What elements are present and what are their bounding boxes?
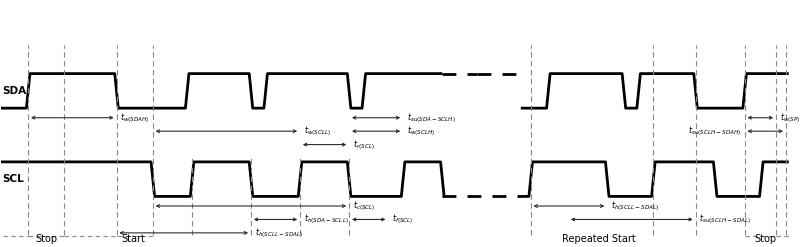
Text: Repeated Start: Repeated Start xyxy=(561,234,635,244)
Text: $t_{w(SDAH)}$: $t_{w(SDAH)}$ xyxy=(120,111,150,125)
Text: $t_{c(SCL)}$: $t_{c(SCL)}$ xyxy=(353,199,375,213)
Text: Stop: Stop xyxy=(753,234,776,244)
Text: $t_{f(SCL)}$: $t_{f(SCL)}$ xyxy=(392,212,413,226)
Text: $t_{su(SDA-SCLH)}$: $t_{su(SDA-SCLH)}$ xyxy=(407,111,456,125)
Text: $t_{w(SP)}$: $t_{w(SP)}$ xyxy=(779,111,800,125)
Text: $t_{h(SCLL-SDAL)}$: $t_{h(SCLL-SDAL)}$ xyxy=(254,226,302,240)
Text: $t_{h(SDA-SCLL)}$: $t_{h(SDA-SCLL)}$ xyxy=(304,212,348,226)
Text: SDA: SDA xyxy=(2,86,26,96)
Text: Stop: Stop xyxy=(36,234,58,244)
Text: $t_{r(SCL)}$: $t_{r(SCL)}$ xyxy=(353,138,375,151)
Text: $t_{h(SCLL-SDAL)}$: $t_{h(SCLL-SDAL)}$ xyxy=(610,199,658,213)
Text: $t_{w(SCLL)}$: $t_{w(SCLL)}$ xyxy=(304,124,330,138)
Text: $t_{su(SCLH-SDAL)}$: $t_{su(SCLH-SDAL)}$ xyxy=(699,212,751,226)
Text: Start: Start xyxy=(121,234,145,244)
Text: $t_{w(SCLH)}$: $t_{w(SCLH)}$ xyxy=(407,124,435,138)
Text: SCL: SCL xyxy=(2,174,24,184)
Text: $t_{su(SCLH-SDAH)}$: $t_{su(SCLH-SDAH)}$ xyxy=(687,124,739,138)
